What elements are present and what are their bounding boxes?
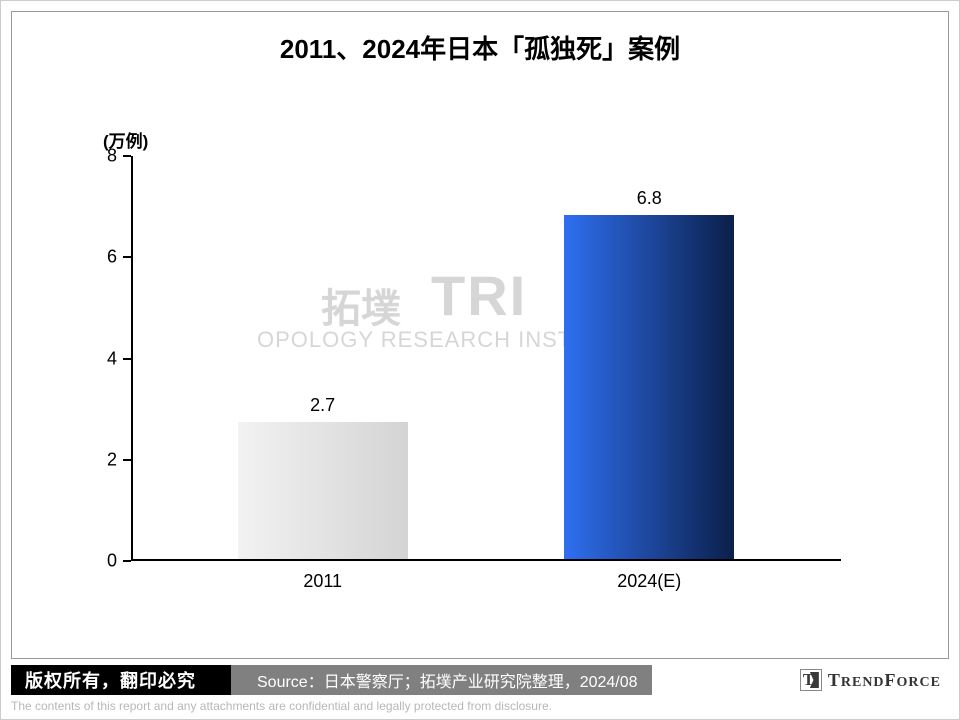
y-tick-mark	[123, 560, 131, 562]
disclaimer-text: The contents of this report and any atta…	[11, 699, 552, 713]
bar-value-label: 2.7	[273, 395, 373, 416]
y-tick-label: 0	[107, 551, 117, 572]
y-axis	[131, 156, 133, 561]
chart-title: 2011、2024年日本「孤独死」案例	[1, 29, 959, 66]
trendforce-icon	[800, 669, 822, 691]
y-tick-label: 8	[107, 146, 117, 167]
brand-logo: TRENDFORCE	[800, 665, 941, 695]
y-tick-mark	[123, 358, 131, 360]
brand-text: TRENDFORCE	[828, 670, 941, 691]
bar-value-label: 6.8	[599, 188, 699, 209]
y-tick-mark	[123, 155, 131, 157]
source-label: Source：日本警察厅；拓墣产业研究院整理，2024/08	[231, 665, 652, 695]
footer: 版权所有，翻印必究 Source：日本警察厅；拓墣产业研究院整理，2024/08…	[1, 665, 959, 695]
x-category-label: 2011	[223, 571, 423, 592]
y-tick-label: 6	[107, 247, 117, 268]
x-axis	[131, 559, 841, 561]
y-tick-label: 2	[107, 449, 117, 470]
x-category-label: 2024(E)	[549, 571, 749, 592]
copyright-label: 版权所有，翻印必究	[11, 665, 231, 695]
bar	[564, 215, 734, 559]
y-tick-mark	[123, 459, 131, 461]
y-tick-label: 4	[107, 348, 117, 369]
bar	[238, 422, 408, 559]
chart-plot-area: 024682.720116.82024(E)	[131, 156, 841, 561]
y-tick-mark	[123, 256, 131, 258]
